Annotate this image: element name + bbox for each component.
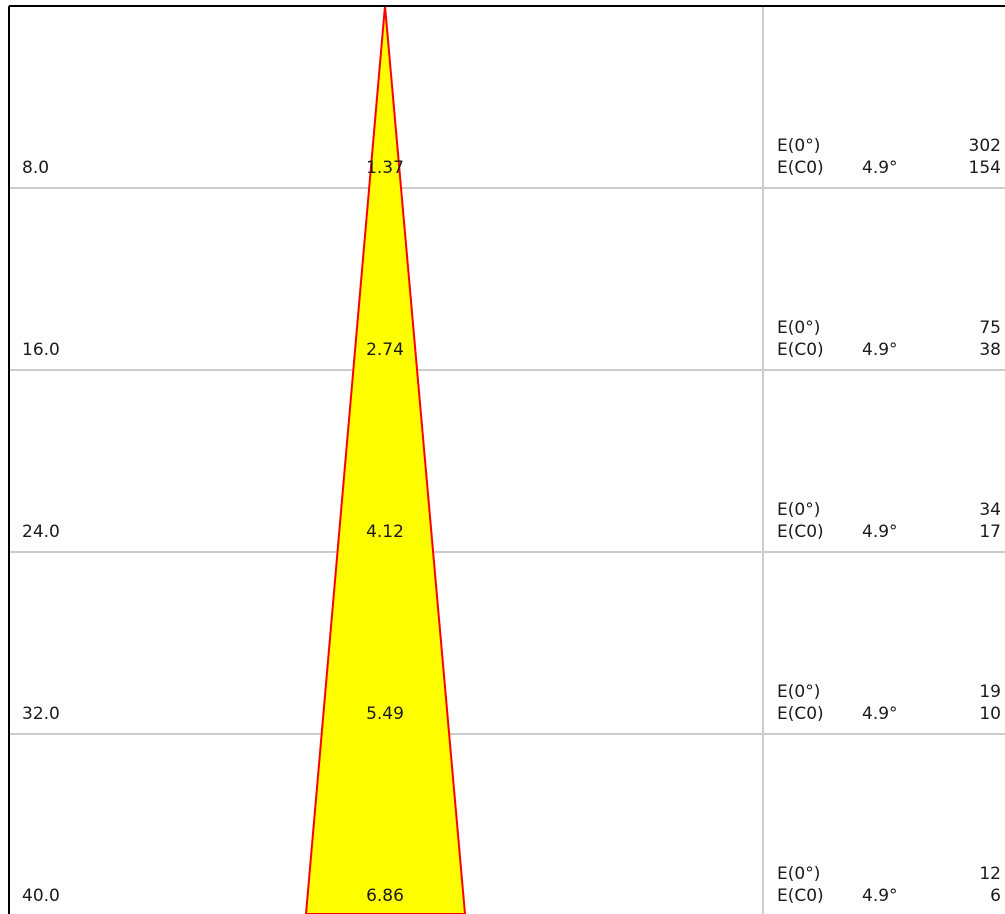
e-c0-label: E(C0) [777,704,824,724]
diameter-label: 6.86 [366,886,404,906]
e-c0-angle: 4.9° [862,340,898,360]
e-center-label: E(0°) [777,864,821,884]
e-center-value: 19 [979,682,1001,702]
e-c0-value: 154 [968,158,1001,178]
e-c0-angle: 4.9° [862,886,898,906]
e-center-label: E(0°) [777,500,821,520]
e-c0-label: E(C0) [777,340,824,360]
e-center-value: 12 [979,864,1001,884]
distance-label: 40.0 [22,886,60,906]
e-c0-label: E(C0) [777,522,824,542]
diameter-label: 1.37 [366,158,404,178]
e-c0-value: 17 [979,522,1001,542]
e-c0-label: E(C0) [777,158,824,178]
diameter-label: 5.49 [366,704,404,724]
e-center-value: 34 [979,500,1001,520]
e-c0-value: 10 [979,704,1001,724]
beam-cone [304,5,467,914]
e-center-label: E(0°) [777,318,821,338]
diameter-label: 4.12 [366,522,404,542]
e-c0-angle: 4.9° [862,704,898,724]
e-c0-value: 6 [990,886,1001,906]
e-center-value: 75 [979,318,1001,338]
e-center-value: 302 [968,136,1001,156]
e-center-label: E(0°) [777,136,821,156]
distance-label: 32.0 [22,704,60,724]
distance-label: 8.0 [22,158,50,178]
e-c0-angle: 4.9° [862,522,898,542]
distance-label: 24.0 [22,522,60,542]
e-c0-label: E(C0) [777,886,824,906]
diameter-label: 2.74 [366,340,404,360]
e-c0-angle: 4.9° [862,158,898,178]
distance-label: 16.0 [22,340,60,360]
e-c0-value: 38 [979,340,1001,360]
e-center-label: E(0°) [777,682,821,702]
